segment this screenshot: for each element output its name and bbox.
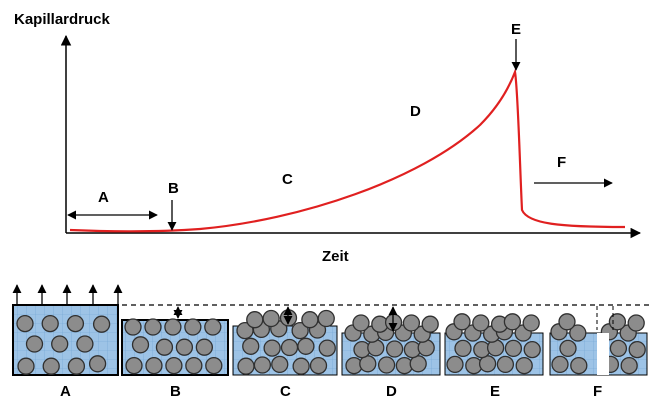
particle — [254, 357, 270, 373]
curve-label: C — [282, 171, 293, 188]
pressure-curve — [70, 72, 625, 231]
particle — [145, 319, 161, 335]
particle — [196, 339, 212, 355]
particle — [559, 314, 575, 330]
particle — [247, 312, 263, 328]
panel-label: F — [593, 383, 602, 400]
particle — [403, 315, 419, 331]
y-axis-label: Kapillardruck — [14, 11, 111, 28]
particle — [67, 316, 83, 332]
diagram: Kapillardruck Zeit A B C D E F A B C D E F — [0, 0, 651, 401]
panels: A B C D E F — [13, 285, 647, 400]
particle — [133, 337, 149, 353]
particle — [302, 312, 318, 328]
particle — [293, 358, 309, 374]
particle — [571, 358, 587, 374]
curve-label: E — [511, 21, 521, 38]
particle — [125, 319, 141, 335]
particle — [497, 356, 513, 372]
particle — [264, 340, 280, 356]
particle — [90, 356, 106, 372]
particle — [447, 356, 463, 372]
particle — [17, 316, 33, 332]
particle — [319, 340, 335, 356]
page: Kapillardruck Zeit A B C D E F ABCDEF ((… — [0, 0, 651, 401]
particle — [282, 340, 298, 356]
particle — [524, 342, 540, 358]
particle — [311, 358, 327, 374]
particle — [243, 338, 259, 354]
particle — [238, 358, 254, 374]
particle — [298, 338, 314, 354]
pore-gap — [597, 333, 609, 375]
panel-label: D — [386, 383, 397, 400]
particle — [186, 358, 202, 374]
panel-label: E — [490, 383, 500, 400]
particle — [454, 314, 470, 330]
particle — [610, 340, 626, 356]
particle — [504, 314, 520, 330]
particle — [263, 311, 279, 327]
particle — [552, 356, 568, 372]
curve-label: F — [557, 154, 566, 171]
x-axis-label: Zeit — [322, 248, 349, 265]
particle — [387, 341, 403, 357]
curve-label: A — [98, 189, 109, 206]
particle — [52, 336, 68, 352]
particle — [166, 358, 182, 374]
particle — [27, 336, 43, 352]
particle — [628, 315, 644, 331]
particle — [455, 340, 471, 356]
particle — [422, 316, 438, 332]
particle — [42, 316, 58, 332]
panel-label: B — [170, 383, 181, 400]
particle — [94, 316, 110, 332]
particle — [146, 358, 162, 374]
particle — [272, 356, 288, 372]
particle — [516, 358, 532, 374]
particle — [205, 319, 221, 335]
particle — [206, 358, 222, 374]
particle — [18, 358, 34, 374]
particle — [77, 336, 93, 352]
particle — [43, 358, 59, 374]
particle — [126, 358, 142, 374]
particle — [505, 340, 521, 356]
particle — [629, 342, 645, 358]
curve-label: D — [410, 103, 421, 120]
particle — [473, 315, 489, 331]
particle — [609, 314, 625, 330]
particle — [156, 339, 172, 355]
particle — [560, 340, 576, 356]
particle — [621, 358, 637, 374]
particle — [523, 315, 539, 331]
particle — [318, 311, 334, 327]
panel-label: C — [280, 383, 291, 400]
curve-label: B — [168, 180, 179, 197]
particle — [185, 319, 201, 335]
particle — [68, 358, 84, 374]
particle — [379, 357, 395, 373]
particle — [176, 339, 192, 355]
panel-label: A — [60, 383, 71, 400]
particle — [165, 319, 181, 335]
particle — [353, 315, 369, 331]
